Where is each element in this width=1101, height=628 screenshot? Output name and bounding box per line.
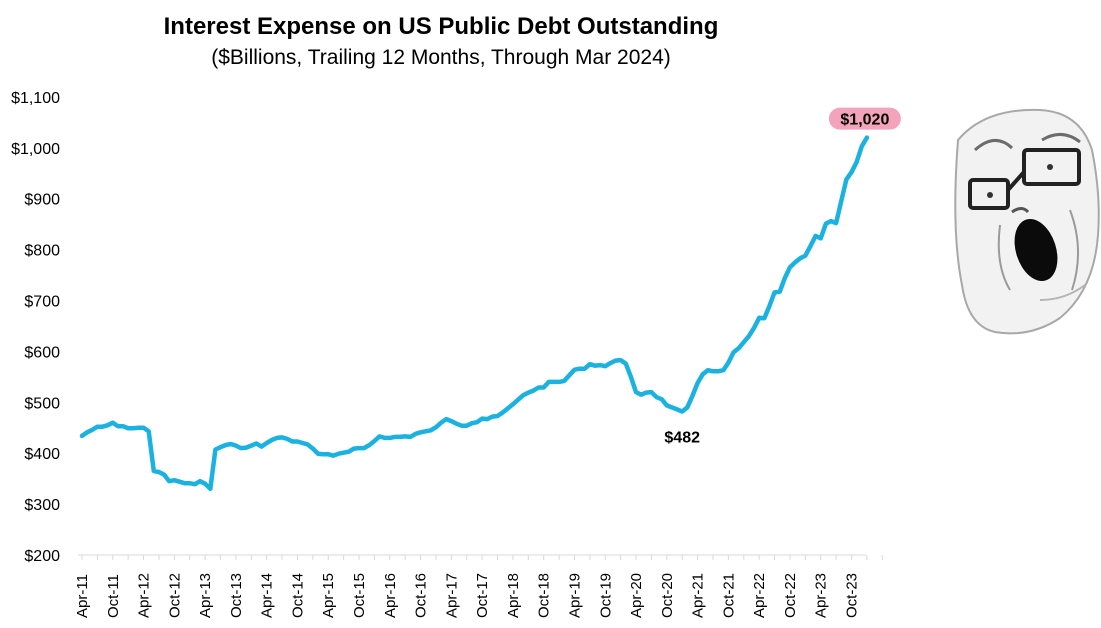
y-tick-label: $400 bbox=[24, 446, 60, 463]
x-tick-label: Oct-15 bbox=[351, 573, 368, 618]
y-tick-label: $900 bbox=[24, 192, 60, 209]
x-tick-label: Oct-13 bbox=[228, 573, 245, 618]
x-tick-label: Apr-23 bbox=[813, 573, 830, 618]
x-tick-label: Apr-16 bbox=[382, 573, 399, 618]
x-tick-label: Apr-14 bbox=[259, 573, 276, 618]
series-line bbox=[79, 135, 870, 492]
x-tick-label: Oct-18 bbox=[536, 573, 553, 618]
y-tick-label: $1,000 bbox=[11, 141, 60, 158]
x-tick-label: Apr-21 bbox=[690, 573, 707, 618]
x-tick-label: Apr-20 bbox=[628, 573, 645, 618]
x-tick-label: Apr-19 bbox=[566, 573, 583, 618]
x-tick-label: Apr-15 bbox=[320, 573, 337, 618]
x-tick-label: Oct-16 bbox=[413, 573, 430, 618]
x-tick-label: Oct-20 bbox=[659, 573, 676, 618]
y-tick-label: $200 bbox=[24, 548, 60, 565]
x-tick-label: Oct-12 bbox=[166, 573, 183, 618]
y-tick-label: $600 bbox=[24, 344, 60, 361]
chart-subtitle: ($Billions, Trailing 12 Months, Through … bbox=[211, 46, 671, 69]
x-tick-label: Apr-11 bbox=[74, 574, 91, 618]
x-tick-label: Apr-12 bbox=[136, 573, 153, 618]
x-tick-label: Apr-13 bbox=[197, 573, 214, 618]
data-label-highlight bbox=[828, 107, 901, 130]
y-tick-label: $700 bbox=[24, 294, 60, 311]
x-tick-label: Oct-14 bbox=[289, 573, 306, 618]
y-tick-label: $800 bbox=[24, 243, 60, 260]
x-tick-label: Apr-17 bbox=[443, 573, 460, 618]
y-tick-label: $500 bbox=[24, 395, 60, 412]
series-layer bbox=[79, 135, 870, 492]
y-tick-label: $1,100 bbox=[11, 90, 60, 107]
x-tick-label: Oct-11 bbox=[105, 574, 122, 618]
x-tick-label: Oct-23 bbox=[844, 573, 861, 618]
chart-title: Interest Expense on US Public Debt Outst… bbox=[164, 13, 719, 40]
x-tick-label: Apr-22 bbox=[751, 573, 768, 618]
x-tick-label: Oct-17 bbox=[474, 573, 491, 618]
screaming-face-icon bbox=[954, 108, 1100, 335]
data-label-peak: $1,020 bbox=[840, 112, 889, 129]
x-tick-label: Oct-22 bbox=[782, 573, 799, 618]
y-tick-label: $300 bbox=[24, 497, 60, 514]
data-label-trough: $482 bbox=[664, 429, 700, 446]
x-axis bbox=[78, 554, 883, 560]
y-axis-tick-labels: $200 $300 $400 $500 $600 $700 $800 $900 $1,000 $1… bbox=[11, 90, 60, 565]
annotation-layer: $1,020 $482 bbox=[664, 107, 901, 446]
x-tick-label: Apr-18 bbox=[505, 573, 522, 618]
x-tick-label: Oct-19 bbox=[597, 573, 614, 618]
x-tick-label: Oct-21 bbox=[720, 573, 737, 618]
x-axis-tick-labels: Apr-11 Oct-11 Apr-12 Oct-12 Apr-13 Oct-13 Apr-… bbox=[74, 573, 861, 618]
